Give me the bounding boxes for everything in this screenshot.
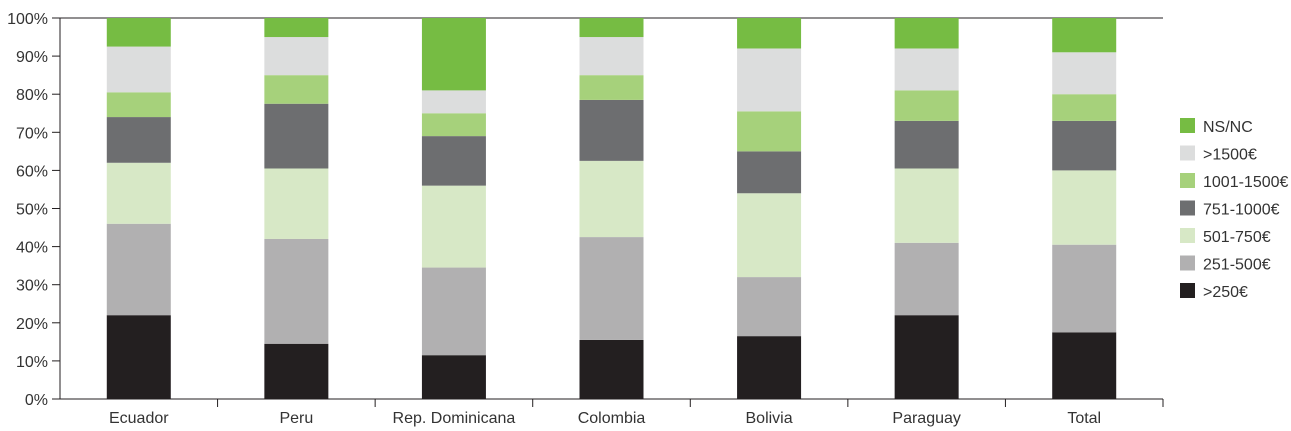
bar-segment [106,92,171,118]
legend-swatch [1180,173,1195,188]
bar-segment [1052,52,1117,95]
legend-swatch [1180,200,1195,216]
legend-swatch [1180,255,1195,271]
bar-segment [579,99,644,161]
bar-segment [579,160,644,238]
x-category-label: Peru [279,410,313,427]
bar-segment [737,151,802,194]
bar-segment [1052,94,1117,121]
bar-segment [106,315,171,399]
bar-segment [1052,120,1117,171]
legend-item: NS/NC [1180,118,1253,136]
bars [106,18,1117,399]
x-category-label: Total [1067,410,1101,427]
bar-segment [106,18,171,47]
legend-label: 1001-1500€ [1203,174,1289,191]
legend-item: 751-1000€ [1180,200,1280,219]
bar-segment [894,48,959,91]
bar-segment [737,18,802,49]
legend-item: >1500€ [1180,145,1257,164]
y-tick-label: 40% [16,240,48,257]
bar-segment [421,267,486,356]
y-tick-label: 50% [16,202,48,219]
y-tick-label: 80% [16,87,48,104]
bar-segment [421,113,486,137]
legend-swatch [1180,145,1195,161]
x-axis-category-labels: Ecuador Peru Rep. Dominicana Colombia Bolivi… [109,410,1101,427]
legend: NS/NC >1500€ 1001-1500€ 751-1000€ 501-750€ 25… [1180,118,1289,301]
legend-label: NS/NC [1203,119,1253,136]
bar-segment [737,193,802,278]
bar-segment [264,103,329,169]
bar-segment [579,75,644,100]
y-tick-label: 100% [7,11,48,28]
bar-segment [1052,170,1117,245]
legend-swatch [1180,228,1195,243]
y-tick-label: 90% [16,49,48,66]
bar-segment [106,223,171,316]
bar-segment [737,48,802,112]
bar-segment [264,75,329,104]
bar-segment [579,237,644,340]
y-tick-label: 30% [16,278,48,295]
bar-segment [737,277,802,337]
bar-segment [1052,18,1117,53]
legend-label: 751-1000€ [1203,202,1280,219]
bar-segment [106,162,171,224]
bar-segment [894,168,959,243]
y-tick-label: 10% [16,354,48,371]
legend-swatch [1180,118,1195,133]
bar-segment [737,111,802,152]
bar-segment [264,238,329,344]
bar-segment [894,315,959,399]
y-tick-label: 70% [16,125,48,142]
legend-label: >250€ [1203,284,1248,301]
bar-segment [1052,244,1117,333]
legend-item: 251-500€ [1180,255,1271,274]
legend-item: 1001-1500€ [1180,173,1289,191]
legend-item: 501-750€ [1180,228,1271,246]
y-axis-tick-labels: 0% 10% 20% 30% 40% 50% 60% 70% 80% 90% 100% [7,11,48,409]
legend-item: >250€ [1180,283,1248,301]
bar-segment [579,18,644,38]
bar-segment [106,46,171,93]
bar-segment [106,117,171,163]
bar-segment [421,136,486,186]
bar-segment [579,339,644,399]
legend-label: 251-500€ [1203,257,1271,274]
y-tick-label: 60% [16,163,48,180]
bar-segment [894,242,959,316]
legend-swatch [1180,283,1195,298]
bar-segment [264,343,329,399]
x-category-label: Ecuador [109,410,169,427]
bar-segment [421,18,486,91]
bar-segment [737,336,802,399]
bar-segment [894,18,959,49]
x-category-label: Colombia [578,410,646,427]
y-tick-label: 0% [25,392,48,409]
bar-segment [421,90,486,114]
bar-segment [421,355,486,399]
bar-segment [1052,332,1117,399]
x-category-label: Rep. Dominicana [393,410,516,427]
bar-segment [264,18,329,38]
bar-segment [894,120,959,169]
bar-segment [264,168,329,239]
bar-segment [264,37,329,76]
y-tick-label: 20% [16,316,48,333]
bar-segment [421,185,486,268]
bar-segment [579,37,644,76]
x-category-label: Paraguay [892,410,961,427]
legend-label: >1500€ [1203,147,1257,164]
bar-segment [894,90,959,121]
x-category-label: Bolivia [746,410,793,427]
legend-label: 501-750€ [1203,229,1271,246]
axes [52,17,1164,407]
